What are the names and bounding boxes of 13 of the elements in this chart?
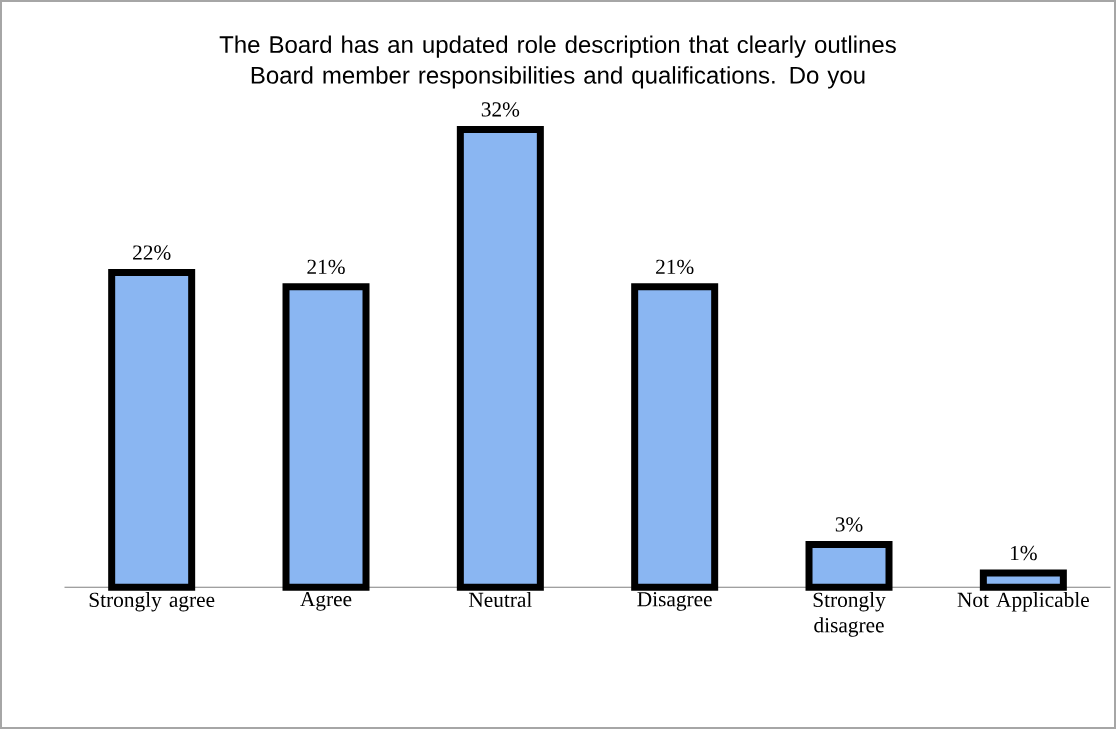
x-tick-label: Agree: [300, 592, 352, 611]
data-label: 22%: [133, 245, 171, 260]
data-label: 32%: [481, 102, 520, 117]
x-tick-label: Not Applicable: [957, 592, 1089, 612]
data-label: 21%: [307, 259, 345, 275]
data-label: 21%: [656, 259, 694, 275]
x-tick-label: Strongly disagree: [813, 592, 886, 637]
data-label: 3%: [835, 517, 863, 532]
chart-title: The Board has an updated role description that clearly outlines Board member responsibilities and qualifications. Do you: [219, 35, 896, 89]
x-tick-label: Strongly agree: [89, 592, 215, 612]
x-tick-label: Neutral: [468, 592, 532, 608]
data-label: 1%: [1011, 545, 1037, 561]
x-tick-label: Disagree: [637, 592, 712, 611]
